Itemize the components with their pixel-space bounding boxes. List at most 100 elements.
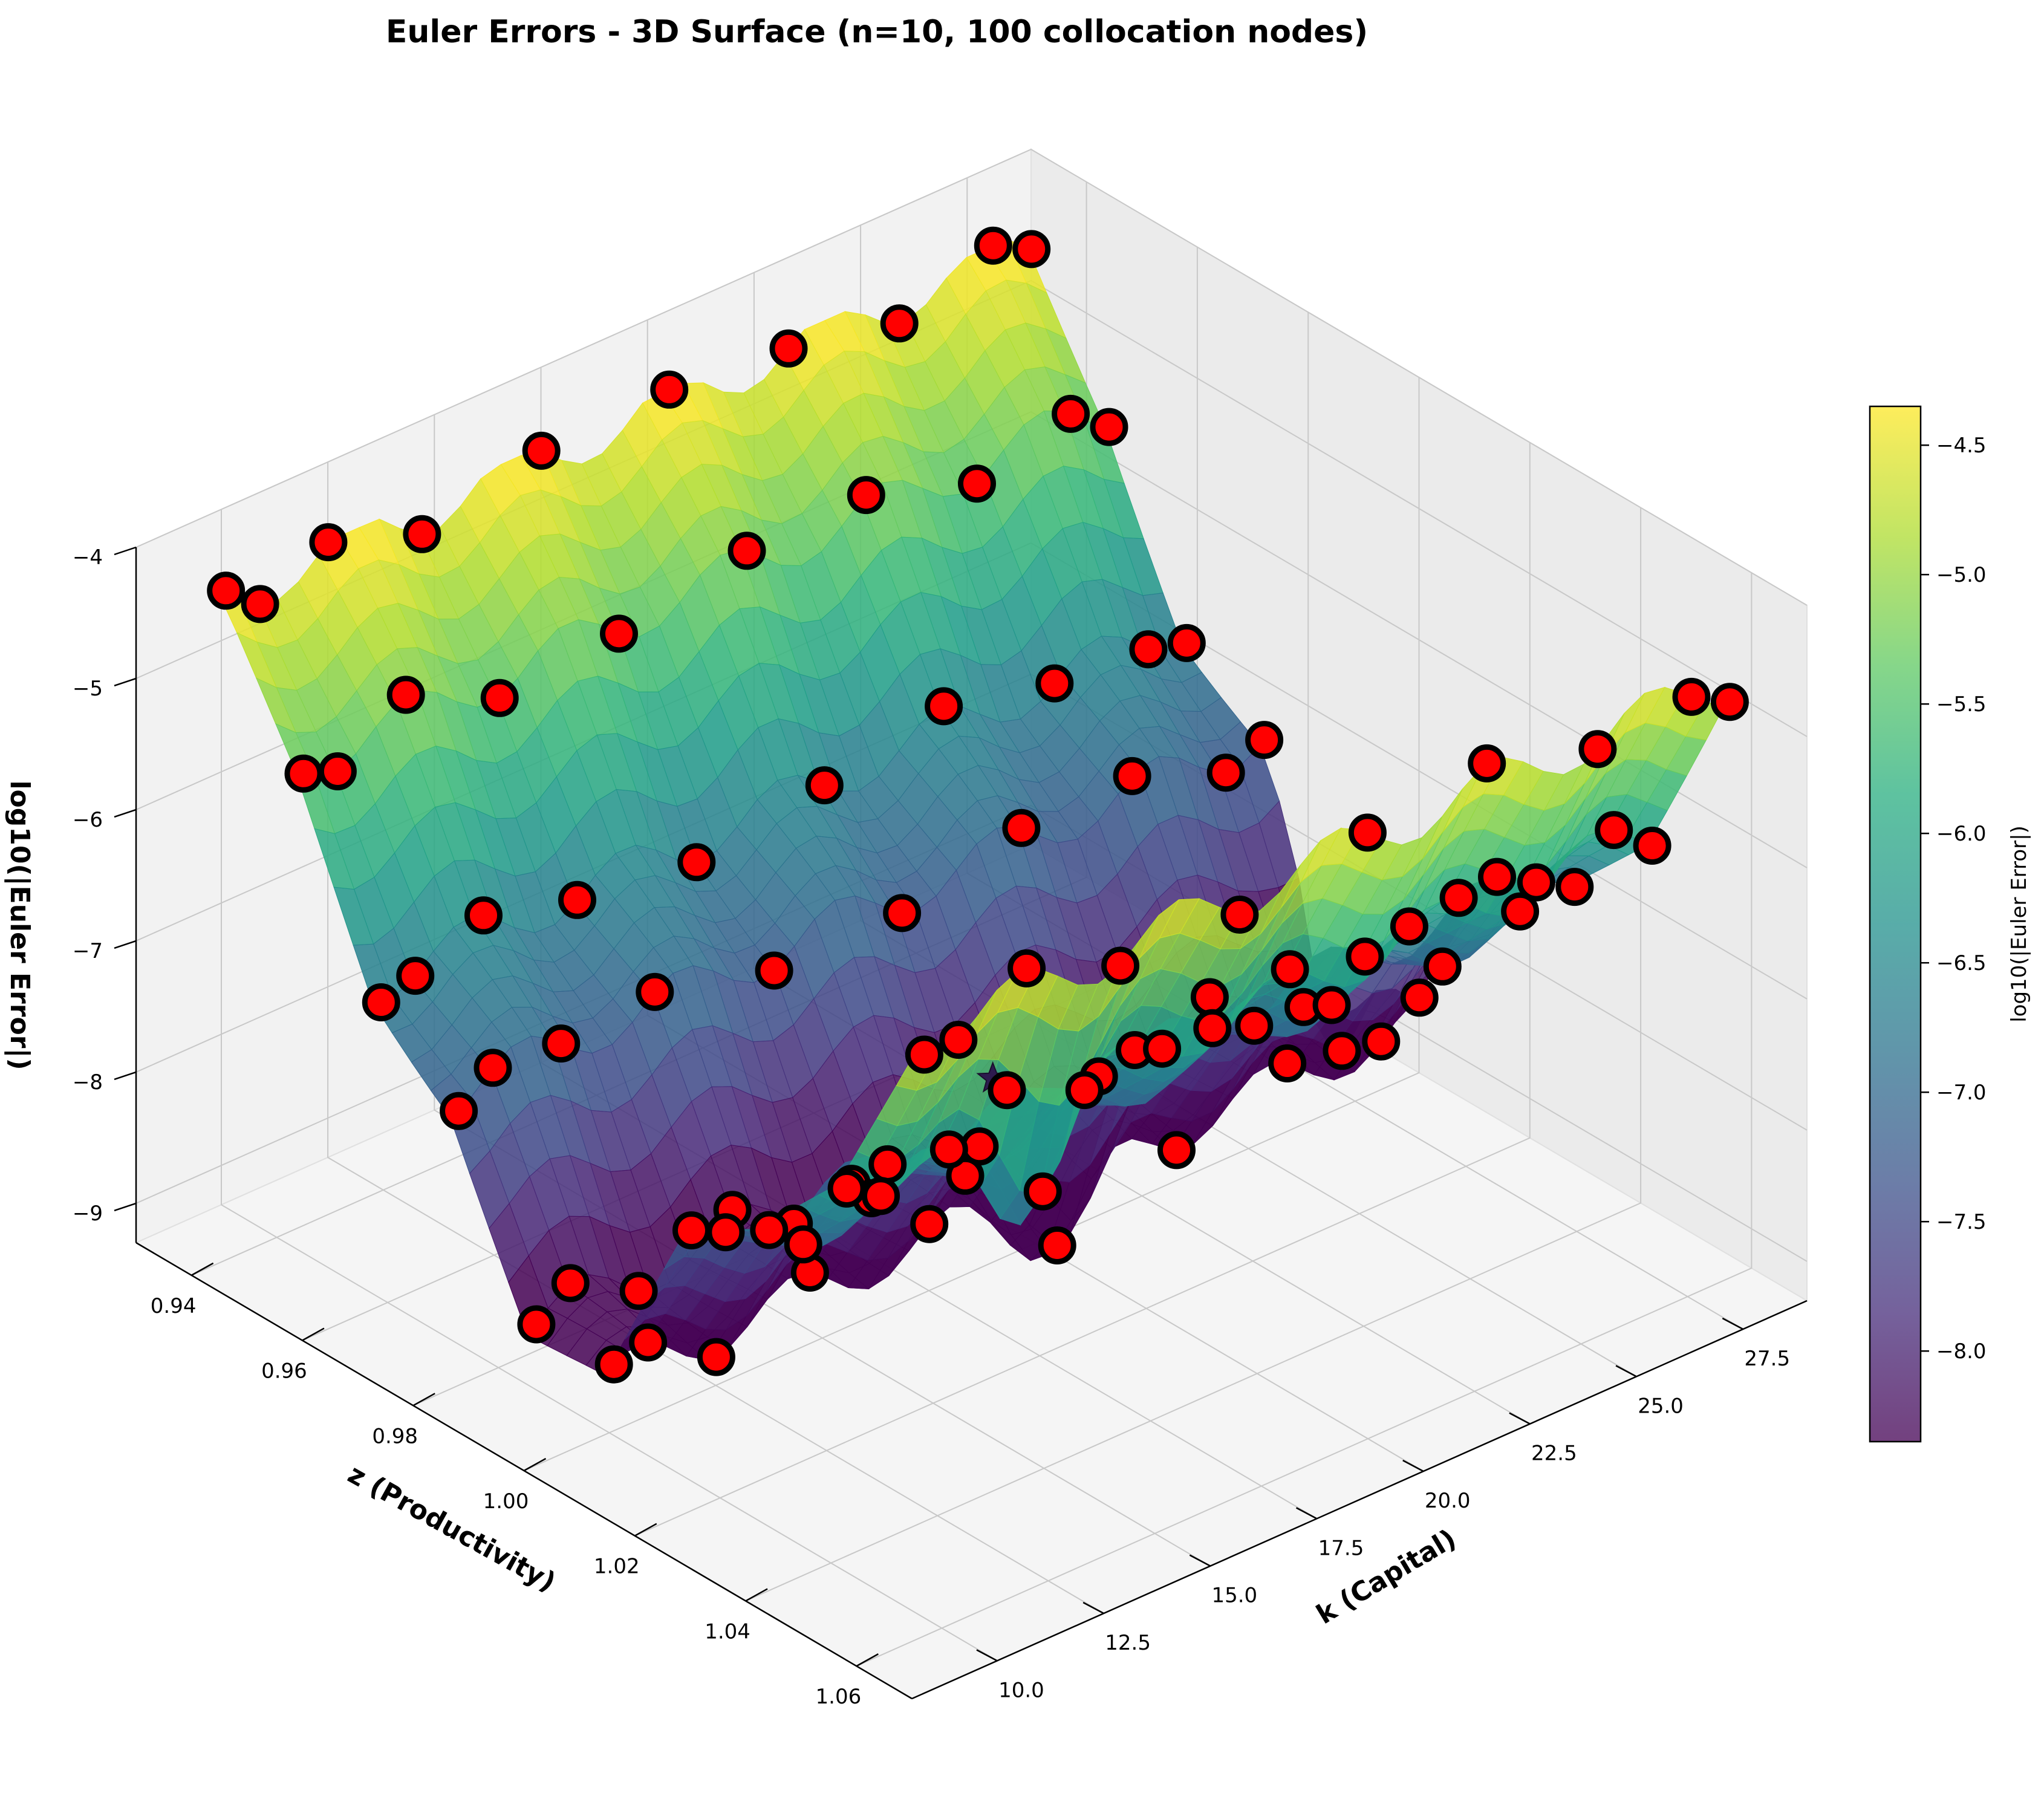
collocation-node — [784, 1225, 822, 1264]
y-tick — [856, 1653, 879, 1667]
collocation-node — [1007, 949, 1046, 987]
grid-line-z — [634, 442, 1531, 1537]
x-tick — [1722, 1317, 1743, 1330]
collocation-node — [464, 896, 503, 935]
collocation-node — [672, 1211, 711, 1250]
x-tick — [1082, 1601, 1104, 1615]
collocation-node — [805, 766, 844, 805]
collocation-node — [396, 957, 435, 995]
collocation-node — [207, 571, 246, 610]
collocation-node — [1157, 1131, 1196, 1170]
x-tick-label: 22.5 — [1531, 1442, 1577, 1466]
collocation-node — [1143, 1029, 1182, 1068]
collocation-node — [480, 678, 519, 717]
chart-title: Euler Errors - 3D Surface (n=10, 100 col… — [386, 14, 1368, 50]
collocation-node — [474, 1049, 512, 1087]
y-tick — [634, 1523, 657, 1537]
collocation-node — [1012, 230, 1051, 268]
collocation-node — [1555, 868, 1594, 906]
collocation-node — [1271, 950, 1309, 989]
collocation-node — [650, 370, 689, 409]
collocation-node — [241, 585, 279, 623]
collocation-node — [551, 1264, 590, 1303]
colorbar-tick-label: −4.5 — [1936, 434, 1987, 458]
y-tick — [745, 1588, 768, 1602]
colorbar-gradient — [1870, 406, 1921, 1442]
collocation-node — [1633, 827, 1671, 865]
collocation-node — [1439, 879, 1478, 917]
collocation-node — [827, 1170, 866, 1208]
collocation-node — [939, 1021, 978, 1059]
collocation-node — [1035, 664, 1074, 703]
z-tick-label: −4 — [73, 545, 103, 570]
collocation-node — [769, 329, 808, 368]
collocation-node — [558, 880, 596, 919]
collocation-node — [883, 894, 922, 932]
collocation-node — [362, 983, 400, 1021]
collocation-node — [1478, 857, 1516, 896]
collocation-node — [386, 675, 425, 714]
x-tick — [1402, 1459, 1424, 1472]
collocation-node — [1023, 1172, 1062, 1211]
y-tick-label: 0.98 — [372, 1424, 418, 1448]
collocation-node — [958, 464, 996, 503]
y-tick-label: 1.06 — [816, 1685, 862, 1709]
collocation-node — [1065, 1071, 1104, 1110]
collocation-node — [1038, 1226, 1076, 1264]
y-tick — [412, 1393, 435, 1407]
z-tick-label: −8 — [73, 1070, 103, 1095]
collocation-node — [1002, 809, 1041, 847]
collocation-node — [1129, 630, 1168, 669]
collocation-node — [750, 1211, 789, 1249]
colorbar-tick-label: −8.0 — [1936, 1339, 1987, 1364]
x-axis-line — [911, 1300, 1808, 1700]
collocation-node — [862, 1177, 900, 1215]
collocation-node — [1113, 756, 1151, 795]
z-tick-label: −9 — [73, 1202, 103, 1226]
collocation-node — [1362, 1022, 1401, 1061]
collocation-node — [1268, 1044, 1307, 1082]
collocation-node — [880, 304, 919, 343]
y-tick — [523, 1457, 547, 1472]
collocation-node — [697, 1338, 735, 1376]
collocation-node — [925, 687, 963, 726]
y-tick-label: 0.94 — [151, 1294, 197, 1318]
collocation-node — [1348, 813, 1387, 852]
collocation-node — [868, 1145, 907, 1183]
z-axis-label: log10(|Euler Error|) — [4, 780, 35, 1070]
collocation-node — [1710, 683, 1749, 721]
collocation-node — [1167, 623, 1206, 662]
collocation-node — [1235, 1006, 1274, 1045]
z-tick — [114, 1071, 137, 1081]
z-tick — [114, 809, 137, 818]
collocation-node — [974, 226, 1012, 265]
colorbar-tick-label: −6.0 — [1936, 822, 1987, 846]
collocation-node — [517, 1305, 556, 1344]
collocation-nodes — [207, 226, 1749, 1384]
collocation-node — [1468, 744, 1506, 782]
x-tick-label: 10.0 — [998, 1678, 1044, 1702]
collocation-node — [910, 1205, 949, 1243]
axis-ticks: 10.0 12.5 15.0 17.5 20.0 22.5 25.0 27.5 0.94 0.96… — [73, 545, 1808, 1709]
collocation-node — [1220, 896, 1259, 934]
collocation-node — [636, 972, 674, 1011]
collocation-node — [600, 614, 638, 653]
collocation-node — [1323, 1032, 1361, 1070]
grid-line-k — [221, 509, 998, 1662]
collocation-node — [1595, 811, 1633, 850]
collocation-node — [847, 476, 885, 515]
collocation-node — [594, 1345, 633, 1384]
collocation-node — [1193, 1009, 1232, 1047]
collocation-node — [403, 515, 441, 553]
collocation-node — [284, 754, 323, 793]
y-tick-label: 1.00 — [483, 1489, 529, 1514]
colorbar-tick-label: −5.0 — [1936, 563, 1987, 587]
collocation-node — [309, 523, 348, 562]
collocation-node — [988, 1071, 1026, 1110]
colorbar-tick-label: −7.5 — [1936, 1210, 1987, 1234]
collocation-node — [1346, 937, 1384, 976]
x-tick — [1189, 1554, 1211, 1567]
grid-line-z — [856, 573, 1753, 1667]
collocation-node — [1400, 978, 1439, 1017]
